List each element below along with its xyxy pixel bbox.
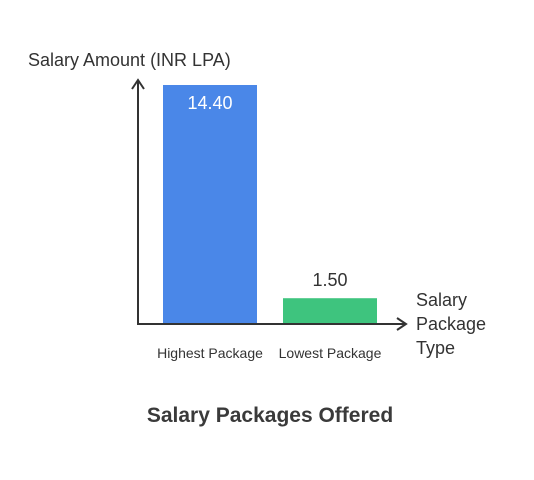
chart-title: Salary Packages Offered: [147, 404, 393, 427]
data-label-lowest-package: 1.50: [312, 270, 347, 290]
x-tick-label-lowest-package: Lowest Package: [279, 345, 382, 361]
x-axis-title: Salary Package Type: [416, 290, 491, 358]
chart-axes: [131, 78, 408, 331]
x-axis-title-line-1: Salary: [416, 290, 467, 310]
bar-highest-package: [163, 85, 257, 323]
x-tick-label-highest-package: Highest Package: [157, 345, 263, 361]
data-label-highest-package: 14.40: [187, 93, 232, 113]
y-axis-arrow-icon: [131, 78, 145, 90]
x-axis-title-line-2: Package: [416, 314, 486, 334]
y-axis-title: Salary Amount (INR LPA): [28, 50, 231, 70]
chart-bars: [163, 85, 377, 323]
x-axis-arrow-icon: [396, 317, 408, 331]
x-axis-title-line-3: Type: [416, 338, 455, 358]
x-tick-labels: Highest Package Lowest Package: [157, 345, 381, 361]
data-labels: 14.40 1.50: [187, 93, 347, 290]
bar-lowest-package: [283, 298, 377, 323]
